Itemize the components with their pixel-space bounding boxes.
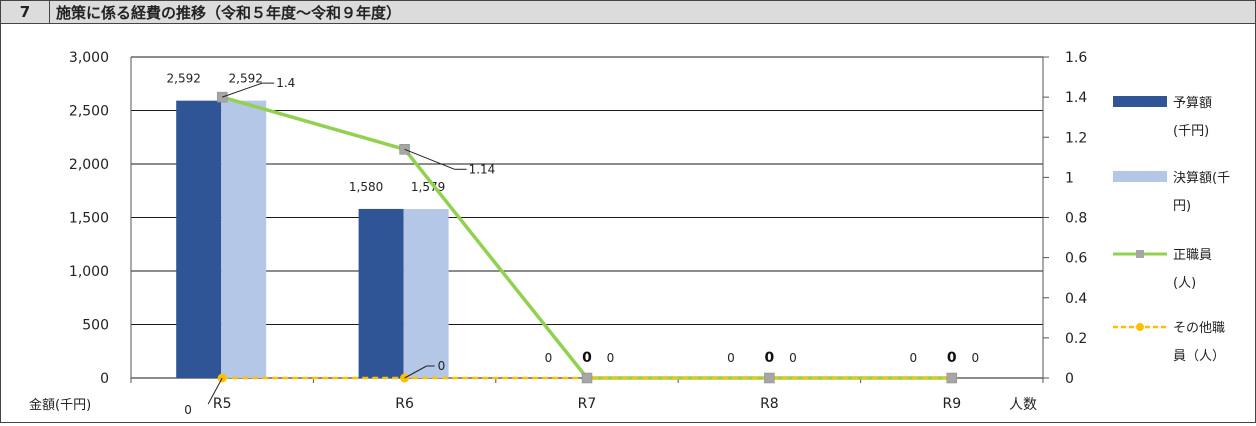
y-left-tick-label: 3,000 xyxy=(69,50,109,66)
y-right-tick-label: 0.4 xyxy=(1065,291,1087,307)
y-left-tick-label: 1,500 xyxy=(69,211,109,227)
point-regular-staff xyxy=(764,372,775,384)
x-tick-label: R9 xyxy=(942,396,961,412)
leader-line xyxy=(222,82,263,98)
section-number: 7 xyxy=(1,1,50,23)
line-data-label: 0 xyxy=(765,350,775,366)
y-right-tick-label: 1 xyxy=(1065,170,1074,186)
legend-label: (千円) xyxy=(1173,124,1209,139)
legend-label: 員（人） xyxy=(1173,349,1225,364)
x-tick-label: R6 xyxy=(395,396,414,412)
leader-line xyxy=(207,377,223,405)
line-data-label: 0 xyxy=(184,403,192,417)
legend-marker xyxy=(1136,250,1144,258)
y-right-tick-label: 0.8 xyxy=(1065,211,1087,227)
y-left-tick-label: 0 xyxy=(100,371,109,387)
bar-settlement xyxy=(403,209,449,378)
bar-data-label: 0 xyxy=(789,351,797,365)
y-left-tick-label: 1,000 xyxy=(69,264,109,280)
line-data-label: 0 xyxy=(947,350,957,366)
x-tick-label: R5 xyxy=(213,396,232,412)
expense-chart: 0 500 1,000 1,500 2,000 2,500 3,000 0 0.2 0.4 0.6 0… xyxy=(29,50,1230,417)
point-regular-staff xyxy=(946,372,958,384)
legend-swatch xyxy=(1113,171,1167,182)
y-right-tick-label: 1.2 xyxy=(1065,130,1087,146)
point-regular-staff xyxy=(581,372,593,384)
leader-line xyxy=(404,365,427,379)
legend-label: その他職 xyxy=(1173,321,1225,336)
bar-data-label: 0 xyxy=(727,351,735,365)
legend-marker xyxy=(1136,323,1144,331)
bar-data-label: 0 xyxy=(971,351,979,365)
bar-data-label: 2,592 xyxy=(167,72,201,86)
chart-frame: 0 500 1,000 1,500 2,000 2,500 3,000 0 0.2 0.4 0.6 0… xyxy=(0,22,1256,423)
y-right-tick-label: 1.4 xyxy=(1065,90,1087,106)
y-right-tick-label: 0.2 xyxy=(1065,331,1087,347)
bar-data-label: 0 xyxy=(545,351,553,365)
legend-label: (人) xyxy=(1173,276,1196,291)
line-data-label: 1.4 xyxy=(276,76,295,90)
section-title: 施策に係る経費の推移（令和５年度～令和９年度） xyxy=(56,3,402,22)
legend-label: 円) xyxy=(1173,199,1191,214)
line-data-label: 1.14 xyxy=(469,162,496,176)
legend-swatch xyxy=(1113,96,1167,107)
legend-label: 正職員 xyxy=(1173,248,1212,263)
legend-label: 決算額(千 xyxy=(1173,171,1230,186)
line-data-label: 0 xyxy=(582,350,592,366)
y-left-tick-label: 500 xyxy=(82,318,109,334)
bar-data-label: 1,580 xyxy=(349,180,383,194)
x-tick-label: R8 xyxy=(760,396,779,412)
bar-data-label: 0 xyxy=(909,351,917,365)
y-left-tick-label: 2,500 xyxy=(69,104,109,120)
y-left-axis-label: 金額(千円) xyxy=(29,397,91,413)
section-header: 7 施策に係る経費の推移（令和５年度～令和９年度） xyxy=(0,0,1256,24)
bar-data-label: 2,592 xyxy=(229,72,263,86)
line-data-label: 0 xyxy=(438,359,446,373)
bar-data-label: 0 xyxy=(607,351,615,365)
y-right-tick-label: 0.6 xyxy=(1065,251,1087,267)
bar-budget xyxy=(358,208,404,378)
legend-label: 予算額 xyxy=(1173,96,1212,111)
leader-line xyxy=(404,148,455,170)
x-tick-label: R7 xyxy=(578,396,597,412)
bar-budget xyxy=(176,100,222,378)
y-right-tick-label: 0 xyxy=(1065,371,1074,387)
y-left-tick-label: 2,000 xyxy=(69,157,109,173)
bar-settlement xyxy=(221,100,267,378)
y-right-axis-label: 人数 xyxy=(1009,397,1037,413)
y-right-tick-label: 1.6 xyxy=(1065,50,1087,66)
line-regular-staff xyxy=(221,95,952,380)
